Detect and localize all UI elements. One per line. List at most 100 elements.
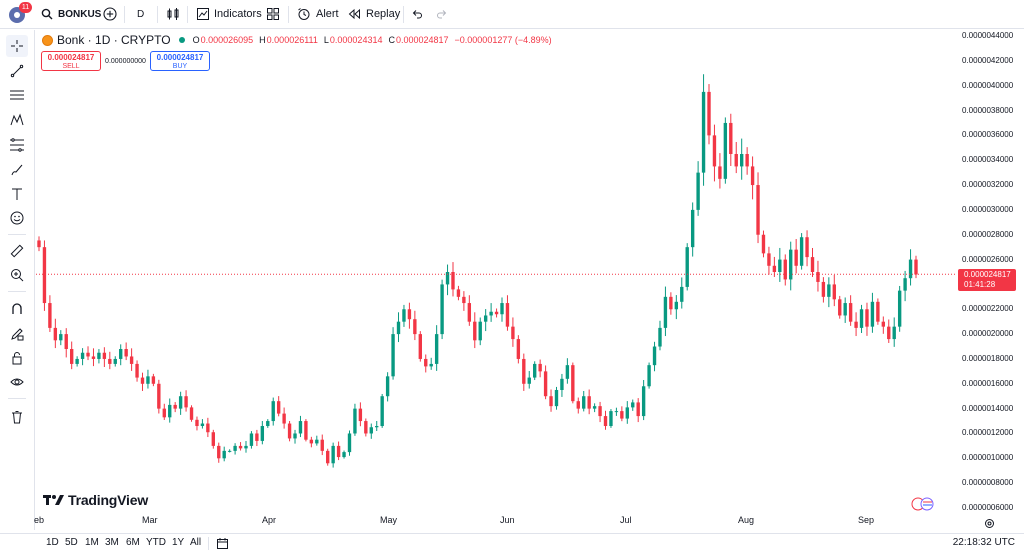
- magnet-icon: [12, 303, 22, 314]
- candle-body: [914, 259, 918, 275]
- time-axis[interactable]: eb Mar Apr May Jun Jul Aug Sep: [34, 515, 956, 529]
- lock-drawings-tool[interactable]: [6, 347, 28, 369]
- zoom-tool[interactable]: [6, 264, 28, 286]
- candle-body: [783, 259, 787, 280]
- axis-settings-icon[interactable]: [984, 518, 995, 529]
- candle-body: [761, 234, 766, 254]
- emoji-tool[interactable]: [6, 207, 28, 229]
- utc-clock[interactable]: 22:18:32 UTC: [952, 537, 1015, 548]
- trend-line-icon: [10, 64, 24, 78]
- undo-button[interactable]: [411, 0, 423, 29]
- candle: [37, 236, 41, 252]
- candle-body: [729, 122, 733, 154]
- candle: [287, 420, 292, 442]
- candle: [293, 429, 297, 444]
- text-tool[interactable]: [6, 183, 28, 205]
- candle: [892, 317, 896, 347]
- candle: [908, 249, 913, 286]
- avatar-dot: [14, 12, 20, 18]
- alert-label: Alert: [316, 8, 339, 20]
- candle-body: [129, 356, 134, 364]
- candle: [881, 316, 886, 334]
- candle-body: [434, 334, 439, 364]
- candle-body: [255, 433, 259, 441]
- candle: [799, 233, 804, 270]
- range-5d[interactable]: 5D: [65, 537, 78, 548]
- candle: [298, 415, 303, 438]
- candle-body: [483, 315, 488, 322]
- candle: [614, 407, 619, 416]
- candle-body: [102, 352, 107, 359]
- crosshair-tool[interactable]: [6, 35, 28, 57]
- hide-drawings-tool[interactable]: [6, 371, 28, 393]
- indicators-button[interactable]: Indicators: [196, 0, 262, 29]
- candle-body: [108, 358, 112, 364]
- trend-line-tool[interactable]: [6, 60, 28, 82]
- candle-body: [549, 396, 553, 407]
- candle: [516, 335, 521, 364]
- go-to-date-icon[interactable]: [216, 537, 229, 550]
- range-all[interactable]: All: [190, 537, 202, 548]
- candle: [206, 417, 210, 438]
- redo-button[interactable]: [436, 0, 448, 29]
- candle: [876, 298, 880, 325]
- buy-price: 0.000024817: [156, 53, 204, 62]
- candle: [810, 247, 815, 277]
- candle-body: [685, 247, 689, 287]
- candle: [767, 246, 771, 275]
- replay-button[interactable]: Replay: [348, 0, 400, 29]
- chart-type-button[interactable]: [166, 0, 180, 29]
- candle-body: [489, 311, 493, 316]
- y-tick-label: 0.0000016000: [962, 378, 1014, 388]
- symbol-search-button[interactable]: BONKUS: [41, 0, 101, 29]
- tradingview-watermark[interactable]: TradingView: [43, 492, 148, 508]
- candle: [789, 241, 793, 291]
- layouts-button[interactable]: [266, 0, 280, 29]
- horizontal-lines-tool[interactable]: [6, 84, 28, 106]
- candle-body: [151, 376, 156, 384]
- candle: [783, 254, 787, 286]
- brush-tool[interactable]: [6, 159, 28, 181]
- candle-body: [603, 416, 608, 427]
- candle: [832, 274, 836, 307]
- candle-body: [701, 91, 706, 173]
- candle-body: [211, 432, 215, 446]
- candle: [168, 398, 172, 423]
- magnet-tool[interactable]: [6, 298, 28, 320]
- open-label: O: [192, 35, 200, 45]
- candle: [189, 405, 194, 422]
- range-3m[interactable]: 3M: [105, 537, 119, 548]
- buy-button[interactable]: 0.000024817 BUY: [150, 51, 210, 71]
- candle-body: [445, 272, 450, 285]
- range-1m[interactable]: 1M: [85, 537, 99, 548]
- range-1y[interactable]: 1Y: [172, 537, 185, 548]
- candle: [162, 403, 166, 420]
- candle-body: [233, 445, 237, 451]
- remove-drawings-tool[interactable]: [6, 406, 28, 428]
- candle: [364, 418, 368, 437]
- candle: [249, 431, 254, 449]
- range-1d[interactable]: 1D: [46, 537, 59, 548]
- sell-button[interactable]: 0.000024817 SELL: [41, 51, 101, 71]
- pattern-icon: [10, 113, 24, 126]
- candle: [358, 402, 363, 427]
- prediction-tool[interactable]: [6, 134, 28, 156]
- y-tick-label: 0.0000036000: [962, 130, 1014, 140]
- candle-body: [396, 321, 401, 335]
- alert-button[interactable]: Alert: [297, 0, 339, 29]
- toolbar-divider: [187, 6, 188, 23]
- measure-tool[interactable]: [6, 240, 28, 262]
- price-chart[interactable]: [36, 30, 956, 515]
- compare-symbol-button[interactable]: [103, 0, 117, 29]
- stay-drawing-tool[interactable]: [6, 323, 28, 345]
- events-icon[interactable]: [911, 497, 937, 511]
- legend-title[interactable]: Bonk · 1D · CRYPTO: [57, 33, 171, 47]
- range-ytd[interactable]: YTD: [146, 537, 166, 548]
- interval-button[interactable]: D: [137, 0, 144, 29]
- candle: [701, 74, 706, 186]
- candle: [157, 379, 161, 414]
- pattern-tool[interactable]: [6, 109, 28, 131]
- range-6m[interactable]: 6M: [126, 537, 140, 548]
- candle: [652, 341, 657, 372]
- candle: [816, 260, 820, 292]
